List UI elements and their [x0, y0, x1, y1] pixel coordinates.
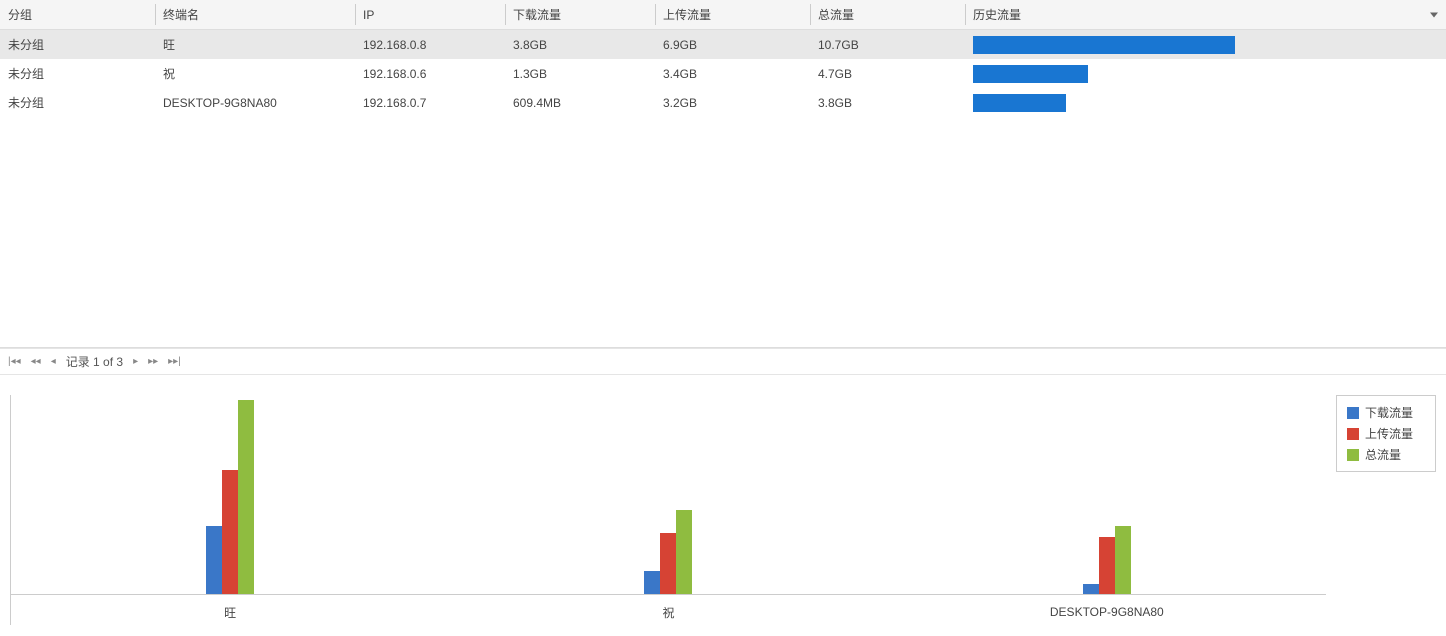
legend-item[interactable]: 总流量	[1347, 444, 1425, 465]
traffic-bar-chart: 旺 祝 DESKTOP-9G8NA80 下载流量上传流量总流量	[0, 375, 1446, 635]
col-header-upload[interactable]: 上传流量	[655, 0, 810, 30]
legend-swatch-icon	[1347, 407, 1359, 419]
table-empty-area	[0, 117, 1446, 347]
cell-history-bar	[965, 30, 1446, 60]
record-pager: |◂◂ ◂◂ ◂ 记录 1 of 3 ▸ ▸▸ ▸▸|	[0, 348, 1446, 375]
chart-bar	[238, 400, 254, 595]
pager-prev-page-icon[interactable]: ◂◂	[29, 354, 43, 369]
chart-bar	[676, 510, 692, 595]
col-header-name[interactable]: 终端名	[155, 0, 355, 30]
cell-download: 1.3GB	[505, 59, 655, 88]
col-header-history-label: 历史流量	[973, 8, 1021, 22]
legend-swatch-icon	[1347, 428, 1359, 440]
table-row[interactable]: 未分组祝192.168.0.61.3GB3.4GB4.7GB	[0, 59, 1446, 88]
cell-name: 祝	[155, 59, 355, 88]
cell-group: 未分组	[0, 59, 155, 88]
cell-history-bar	[965, 88, 1446, 117]
chart-category-label: 旺	[170, 604, 290, 621]
cell-ip: 192.168.0.6	[355, 59, 505, 88]
bar-group	[628, 510, 708, 595]
cell-upload: 3.2GB	[655, 88, 810, 117]
legend-label: 下载流量	[1365, 404, 1413, 421]
cell-group: 未分组	[0, 30, 155, 60]
col-header-group[interactable]: 分组	[0, 0, 155, 30]
cell-ip: 192.168.0.7	[355, 88, 505, 117]
cell-group: 未分组	[0, 88, 155, 117]
history-bar	[973, 94, 1066, 112]
pager-next-icon[interactable]: ▸	[131, 354, 140, 369]
legend-swatch-icon	[1347, 449, 1359, 461]
pager-prev-icon[interactable]: ◂	[49, 354, 58, 369]
chart-category-label: DESKTOP-9G8NA80	[1047, 605, 1167, 619]
chart-bar	[644, 571, 660, 595]
history-bar	[973, 65, 1088, 83]
cell-history-bar	[965, 59, 1446, 88]
cell-download: 609.4MB	[505, 88, 655, 117]
chart-bar	[660, 533, 676, 595]
col-header-ip[interactable]: IP	[355, 0, 505, 30]
pager-last-icon[interactable]: ▸▸|	[166, 354, 183, 369]
table-header-row: 分组 终端名 IP 下载流量 上传流量 总流量 历史流量	[0, 0, 1446, 30]
legend-item[interactable]: 下载流量	[1347, 402, 1425, 423]
cell-total: 4.7GB	[810, 59, 965, 88]
col-header-total[interactable]: 总流量	[810, 0, 965, 30]
chart-bar	[1099, 537, 1115, 595]
pager-status-text: 记录 1 of 3	[66, 353, 123, 370]
legend-label: 上传流量	[1365, 425, 1413, 442]
chart-legend: 下载流量上传流量总流量	[1336, 395, 1436, 472]
col-header-download[interactable]: 下载流量	[505, 0, 655, 30]
chart-category-label: 祝	[608, 604, 728, 621]
chevron-down-icon[interactable]	[1430, 12, 1438, 17]
col-header-history[interactable]: 历史流量	[965, 0, 1446, 30]
cell-download: 3.8GB	[505, 30, 655, 60]
history-bar	[973, 36, 1235, 54]
chart-bar	[1115, 526, 1131, 595]
pager-first-icon[interactable]: |◂◂	[6, 354, 23, 369]
traffic-table: 分组 终端名 IP 下载流量 上传流量 总流量 历史流量 未分组旺192.168…	[0, 0, 1446, 348]
table-row[interactable]: 未分组DESKTOP-9G8NA80192.168.0.7609.4MB3.2G…	[0, 88, 1446, 117]
cell-total: 3.8GB	[810, 88, 965, 117]
pager-next-page-icon[interactable]: ▸▸	[146, 354, 160, 369]
chart-bar	[206, 526, 222, 595]
cell-name: DESKTOP-9G8NA80	[155, 88, 355, 117]
cell-total: 10.7GB	[810, 30, 965, 60]
legend-label: 总流量	[1365, 446, 1401, 463]
cell-upload: 6.9GB	[655, 30, 810, 60]
cell-ip: 192.168.0.8	[355, 30, 505, 60]
chart-x-axis	[11, 594, 1326, 595]
table-row[interactable]: 未分组旺192.168.0.83.8GB6.9GB10.7GB	[0, 30, 1446, 60]
chart-bar	[222, 470, 238, 595]
bar-group	[1067, 526, 1147, 595]
bar-group	[190, 400, 270, 595]
chart-plot-area: 旺 祝 DESKTOP-9G8NA80	[10, 395, 1326, 625]
legend-item[interactable]: 上传流量	[1347, 423, 1425, 444]
cell-name: 旺	[155, 30, 355, 60]
cell-upload: 3.4GB	[655, 59, 810, 88]
